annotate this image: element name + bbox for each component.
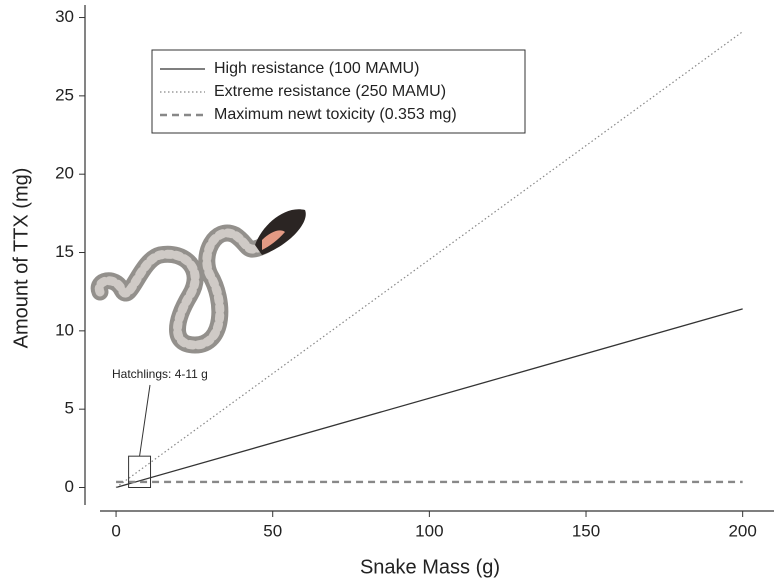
x-axis-title: Snake Mass (g) [360, 556, 500, 578]
x-tick-label: 50 [263, 521, 282, 540]
y-tick-label: 30 [55, 7, 74, 26]
y-tick-label: 20 [55, 164, 74, 183]
x-tick-label: 100 [415, 521, 443, 540]
snake-illustration [90, 209, 306, 354]
legend-label: Maximum newt toxicity (0.353 mg) [214, 106, 457, 123]
legend-label: Extreme resistance (250 MAMU) [214, 83, 446, 100]
legend-box [151, 49, 526, 134]
y-tick-label: 5 [65, 399, 74, 418]
x-tick-label: 200 [728, 521, 756, 540]
y-tick-label: 25 [55, 85, 74, 104]
y-tick-label: 0 [65, 477, 74, 496]
y-tick-label: 10 [55, 320, 74, 339]
x-tick-label: 150 [572, 521, 600, 540]
legend-label: High resistance (100 MAMU) [214, 60, 419, 77]
annotation-text: Hatchlings: 4-11 g [112, 367, 208, 381]
annotation-pointer [139, 384, 151, 457]
y-axis-title: Amount of TTX (mg) [10, 168, 32, 349]
x-tick-label: 0 [111, 521, 120, 540]
series-line [115, 31, 744, 488]
y-tick-label: 15 [55, 242, 74, 261]
series-line [115, 308, 743, 489]
